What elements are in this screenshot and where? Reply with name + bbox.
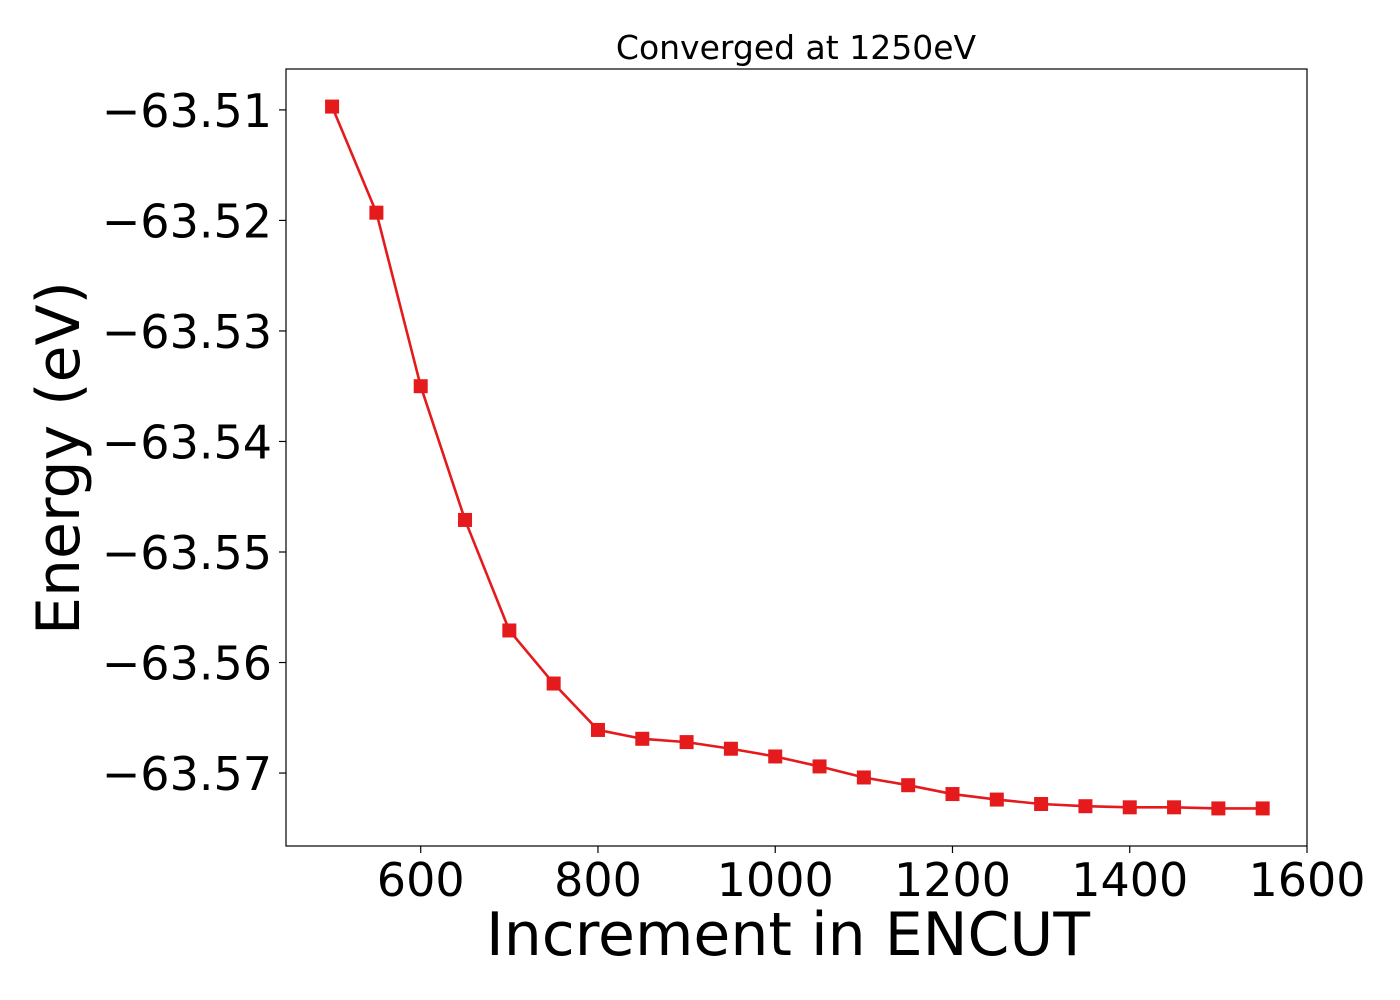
y-tick-label: −63.57	[102, 747, 272, 801]
x-axis-title: Increment in ENCUT	[486, 900, 1090, 970]
y-tick-label: −63.53	[102, 305, 272, 359]
y-tick-label: −63.54	[102, 415, 272, 469]
data-point-marker	[812, 759, 827, 774]
data-point-marker	[1034, 797, 1049, 811]
y-tick-label: −63.52	[102, 194, 272, 248]
data-point-marker	[590, 722, 605, 737]
data-point-marker	[723, 741, 738, 756]
data-point-marker	[856, 770, 871, 785]
series-line	[330, 106, 1263, 810]
data-point-marker	[1167, 800, 1182, 815]
data-point-marker	[989, 792, 1004, 807]
data-point-marker	[502, 623, 517, 638]
data-point-marker	[768, 749, 783, 764]
plot-frame	[285, 68, 1308, 847]
y-axis-title: Energy (eV)	[24, 281, 94, 635]
chart-title: Converged at 1250eV	[616, 28, 977, 67]
data-point-marker	[945, 787, 960, 802]
data-point-marker	[1211, 801, 1226, 816]
x-tick-label: 800	[554, 853, 642, 907]
data-point-marker	[458, 512, 473, 527]
x-tick-label: 1400	[1071, 853, 1188, 907]
y-tick-label: −63.55	[102, 526, 272, 580]
data-point-marker	[369, 205, 384, 220]
data-point-marker	[546, 676, 561, 691]
data-point-marker	[901, 778, 916, 793]
x-tick-label: 1000	[717, 853, 834, 907]
data-point-marker	[635, 731, 650, 746]
y-tick-label: −63.56	[102, 637, 272, 691]
data-point-marker	[413, 379, 428, 394]
data-point-marker	[325, 99, 340, 114]
x-tick-label: 1200	[894, 853, 1011, 907]
y-tick-label: −63.51	[102, 84, 272, 138]
data-point-marker	[1122, 800, 1137, 815]
data-point-marker	[679, 735, 694, 750]
x-tick-label: 600	[377, 853, 465, 907]
x-tick-label: 1600	[1248, 853, 1365, 907]
ticks-layer: 600 800 1000 1200 1400 1600 −63.51 −63.52 −63.53…	[102, 84, 1366, 907]
series-layer	[325, 99, 1270, 816]
data-point-marker	[1078, 799, 1093, 814]
data-point-marker	[1255, 801, 1270, 816]
